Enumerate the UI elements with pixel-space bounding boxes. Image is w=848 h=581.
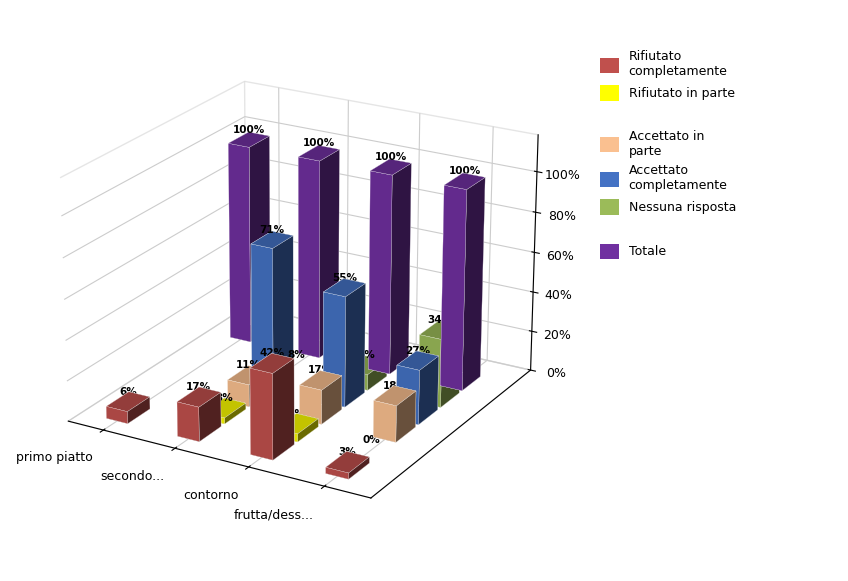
Legend: Rifiutato
completamente, Rifiutato in parte, , Accettato in
parte, Accettato
com: Rifiutato completamente, Rifiutato in pa… <box>600 51 736 259</box>
